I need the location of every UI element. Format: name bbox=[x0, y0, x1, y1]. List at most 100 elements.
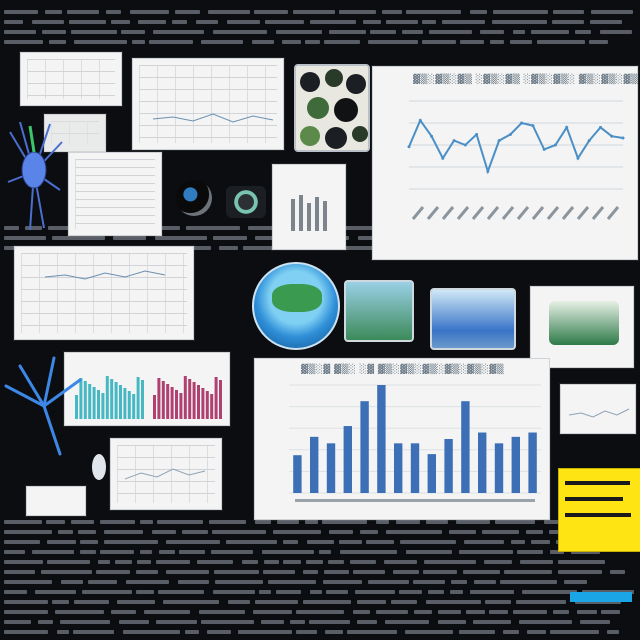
noise-line bbox=[52, 236, 105, 240]
noise-line bbox=[255, 520, 271, 524]
noise-line bbox=[329, 530, 353, 534]
noise-line bbox=[493, 10, 548, 14]
noise-line bbox=[47, 540, 76, 544]
noise-line bbox=[136, 570, 158, 574]
thumbnail-bar bbox=[161, 381, 165, 419]
noise-line bbox=[580, 620, 610, 624]
noise-line bbox=[428, 590, 444, 594]
noise-line bbox=[35, 590, 76, 594]
noise-line bbox=[69, 20, 106, 24]
noise-line bbox=[4, 590, 27, 594]
noise-line bbox=[196, 20, 218, 24]
noise-line bbox=[166, 570, 209, 574]
noise-line bbox=[360, 530, 378, 534]
thumbnail-bar bbox=[166, 384, 170, 419]
noise-line bbox=[325, 630, 343, 634]
line-chart-tick-label bbox=[561, 206, 575, 220]
noise-line bbox=[553, 10, 584, 14]
noise-line bbox=[158, 590, 204, 594]
noise-line bbox=[98, 560, 110, 564]
noise-line bbox=[424, 560, 476, 564]
bar-thumbnail-pair bbox=[64, 352, 230, 426]
noise-line bbox=[4, 620, 31, 624]
document-lines bbox=[75, 159, 155, 229]
noise-line bbox=[213, 30, 267, 34]
thumbnail-bar bbox=[197, 385, 200, 419]
line-chart-point bbox=[497, 139, 501, 143]
noise-line bbox=[248, 226, 289, 230]
noise-line bbox=[152, 530, 176, 534]
thumbnail-bar bbox=[179, 393, 183, 419]
noise-line bbox=[4, 226, 19, 230]
noise-line bbox=[558, 570, 602, 574]
noise-line bbox=[590, 20, 622, 24]
noise-line bbox=[211, 550, 253, 554]
bar-chart-bar bbox=[394, 443, 403, 493]
noise-line bbox=[47, 560, 90, 564]
noise-line bbox=[137, 560, 151, 564]
small-document-top-left bbox=[20, 52, 122, 106]
thumbnail-sparkline bbox=[152, 113, 274, 123]
small-bar-glyph bbox=[291, 195, 327, 231]
noise-line bbox=[186, 226, 240, 230]
noise-line bbox=[322, 520, 367, 524]
bar-chart-bar bbox=[360, 401, 369, 493]
bar-chart bbox=[289, 384, 541, 502]
thumbnail-line-chart-top bbox=[132, 58, 284, 150]
sticky-note-line bbox=[565, 497, 623, 501]
noise-line bbox=[45, 10, 62, 14]
noise-line bbox=[510, 40, 532, 44]
noise-line bbox=[254, 10, 288, 14]
thumbnail-bar bbox=[114, 382, 118, 419]
sticky-note-line bbox=[565, 481, 630, 485]
noise-line bbox=[307, 540, 334, 544]
line-chart-point bbox=[475, 132, 479, 136]
noise-line bbox=[503, 630, 519, 634]
noise-line bbox=[484, 560, 512, 564]
noise-line bbox=[442, 20, 485, 24]
noise-line bbox=[492, 20, 547, 24]
noise-line bbox=[531, 30, 569, 34]
noise-line bbox=[504, 570, 552, 574]
noise-line bbox=[111, 610, 136, 614]
noise-line bbox=[163, 600, 219, 604]
noise-line bbox=[459, 630, 495, 634]
thumbnail-bar bbox=[219, 380, 222, 419]
noise-line bbox=[519, 620, 572, 624]
line-chart-tick-label bbox=[411, 206, 425, 220]
noise-line bbox=[192, 246, 211, 250]
noise-line bbox=[511, 540, 525, 544]
noise-line bbox=[100, 520, 135, 524]
noise-line bbox=[185, 630, 199, 634]
noise-line bbox=[552, 20, 584, 24]
noise-line bbox=[591, 10, 633, 14]
noise-line bbox=[156, 620, 197, 624]
noise-line bbox=[213, 236, 247, 240]
bar-chart-bar bbox=[528, 432, 537, 493]
noise-line bbox=[262, 550, 314, 554]
line-chart-point bbox=[407, 145, 411, 149]
noise-line bbox=[339, 540, 362, 544]
noise-line bbox=[96, 570, 130, 574]
bar-chart-panel: ▓▒░▓ ▓▒░ ░▓ ▓▒░▓▒░▓▒░▓▒░▓▒░▓▒ bbox=[254, 358, 550, 520]
thumbnail-bar bbox=[188, 379, 192, 419]
noise-line bbox=[309, 620, 350, 624]
noise-line bbox=[344, 246, 373, 250]
thumbnail-bar bbox=[132, 394, 136, 419]
noise-line bbox=[104, 530, 143, 534]
line-chart-point bbox=[542, 147, 546, 151]
noise-line bbox=[553, 610, 569, 614]
noise-line bbox=[328, 560, 344, 564]
noise-line bbox=[517, 550, 543, 554]
noise-line bbox=[480, 30, 504, 34]
thumbnail-bar bbox=[119, 385, 122, 419]
noise-line bbox=[144, 610, 190, 614]
noise-line bbox=[391, 600, 417, 604]
noise-line bbox=[414, 610, 432, 614]
noise-line bbox=[214, 570, 259, 574]
chart-grid bbox=[21, 253, 187, 333]
noise-line bbox=[201, 40, 243, 44]
noise-line bbox=[422, 20, 436, 24]
noise-line bbox=[531, 540, 550, 544]
noise-line bbox=[213, 590, 255, 594]
